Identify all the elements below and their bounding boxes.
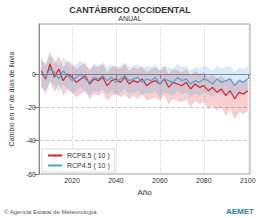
svg-text:-20: -20 [26,104,36,111]
svg-text:-60: -60 [26,171,36,178]
svg-text:CANTÁBRICO OCCIDENTAL: CANTÁBRICO OCCIDENTAL [69,5,191,15]
svg-text:2080: 2080 [196,177,212,184]
svg-text:Año: Año [137,188,152,197]
svg-text:0: 0 [32,71,36,78]
svg-text:© Agencia Estatal de Meteorolo: © Agencia Estatal de Meteorología [4,209,97,215]
svg-text:2020: 2020 [64,177,80,184]
svg-text:2040: 2040 [108,177,124,184]
svg-text:ANUAL: ANUAL [118,15,141,22]
svg-text:AEMET: AEMET [226,207,254,216]
svg-text:-40: -40 [26,137,36,144]
svg-text:RCP4.5 ( 10 ): RCP4.5 ( 10 ) [67,162,110,170]
svg-text:2060: 2060 [152,177,168,184]
svg-text:RCP8.5 ( 10 ): RCP8.5 ( 10 ) [67,152,110,160]
svg-text:2100: 2100 [240,177,256,184]
svg-text:Cambio en nº de días de lluvia: Cambio en nº de días de lluvia [8,52,15,147]
